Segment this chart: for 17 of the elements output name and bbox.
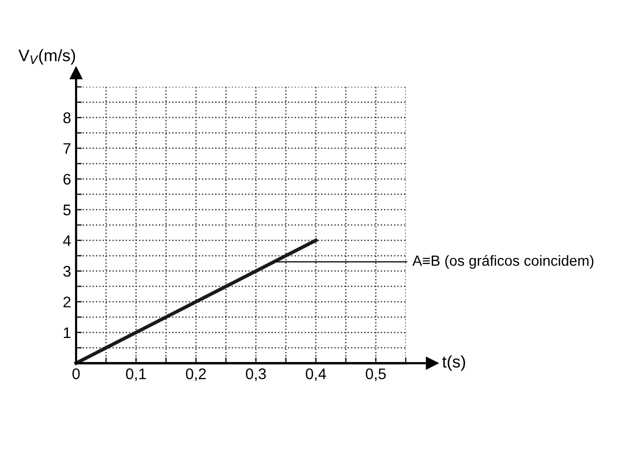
x-axis-title: t(s) xyxy=(442,355,466,371)
x-tick-label: 0,4 xyxy=(306,368,326,382)
y-tick-label: 3 xyxy=(63,266,71,277)
x-tick-label: 0,3 xyxy=(246,368,266,382)
y-tick-label: 4 xyxy=(63,235,71,246)
y-tick-label: 8 xyxy=(63,112,71,124)
y-tick-label: 2 xyxy=(63,296,70,308)
x-tick-label: 0 xyxy=(72,368,80,380)
x-tick-label: 0,1 xyxy=(126,368,146,382)
y-tick-label: 1 xyxy=(64,327,70,338)
annotation: A≡B (os gráficos coincidem) xyxy=(412,254,594,269)
x-tick-label: 0,2 xyxy=(186,368,206,382)
y-tick-label: 6 xyxy=(64,174,71,185)
x-tick-label: 0,5 xyxy=(366,368,386,382)
y-tick-label: 7 xyxy=(64,143,70,154)
y-axis-title: V$_{V}$(m/s) xyxy=(18,49,76,65)
y-tick-label: 5 xyxy=(63,204,71,216)
